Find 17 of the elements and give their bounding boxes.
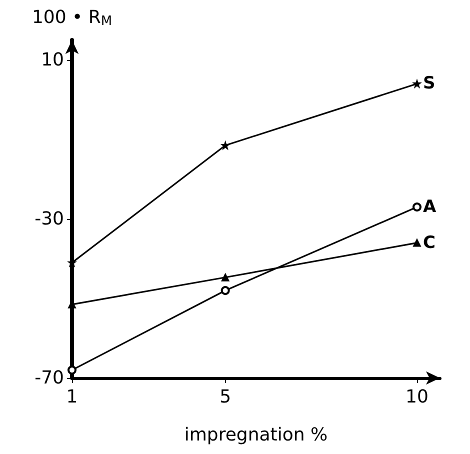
y-tick-label: 10 bbox=[41, 49, 64, 70]
point bbox=[68, 366, 76, 375]
x-tick-label: 5 bbox=[220, 386, 232, 408]
point bbox=[221, 141, 230, 150]
series-label: A bbox=[423, 197, 437, 218]
x-tick-label: 1 bbox=[66, 386, 78, 408]
y-tick-label: -70 bbox=[34, 368, 64, 388]
point bbox=[220, 286, 230, 296]
point bbox=[412, 202, 422, 212]
series-label: S bbox=[423, 74, 436, 94]
y-tick-label: -30 bbox=[34, 208, 64, 230]
series-label: C bbox=[423, 232, 436, 253]
point bbox=[221, 273, 230, 282]
x-axis-title: impregnation % bbox=[184, 424, 328, 446]
point bbox=[413, 80, 421, 88]
x-tick-label: 10 bbox=[406, 386, 428, 408]
point bbox=[413, 238, 421, 247]
